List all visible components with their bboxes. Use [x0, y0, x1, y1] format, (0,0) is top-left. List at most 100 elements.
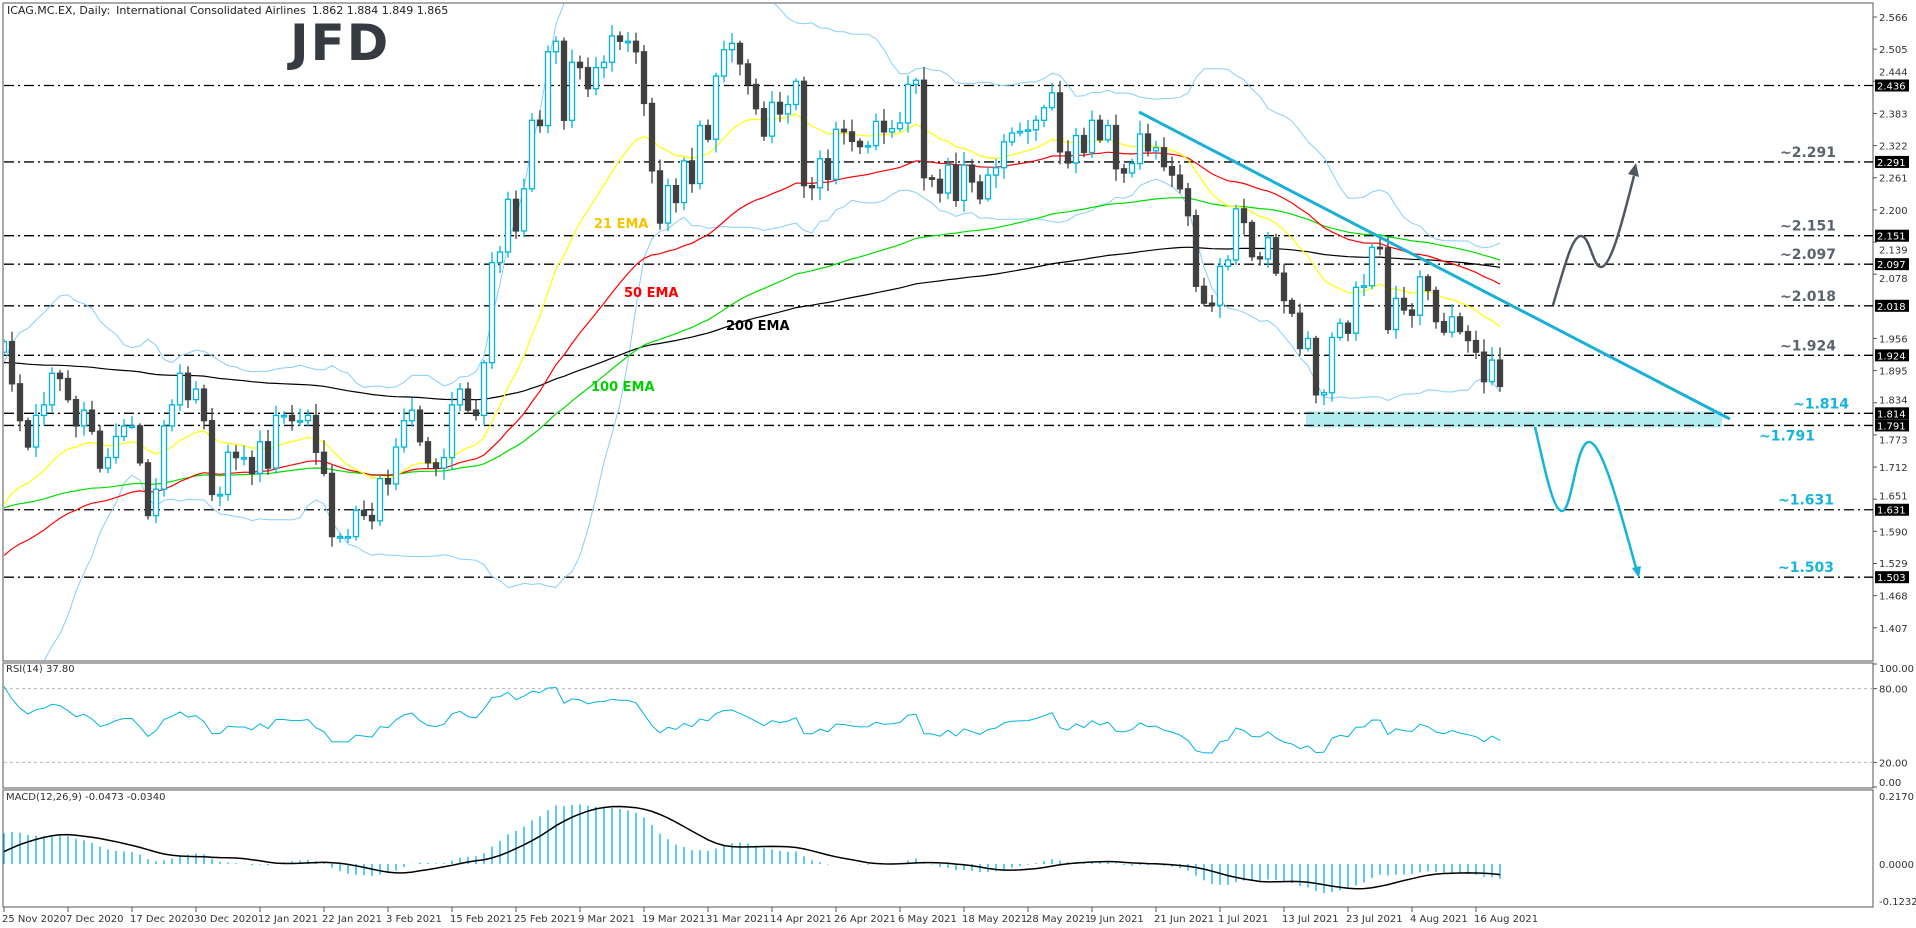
candle-body-bull	[1304, 337, 1312, 350]
candle-body-bear	[824, 158, 832, 180]
price-level-box-label: 2.291	[1877, 158, 1906, 169]
candle	[288, 405, 296, 431]
candle	[560, 37, 568, 130]
date-tick-label: 25 Nov 2020	[2, 914, 66, 925]
date-tick-label: 6 May 2021	[898, 914, 957, 925]
candle	[608, 25, 616, 72]
candle	[320, 440, 328, 477]
candle-body-bull	[768, 101, 776, 137]
price-tick-label: 2.322	[1879, 142, 1908, 153]
level-annotation: ~1.791	[1759, 428, 1815, 444]
candle	[248, 450, 256, 486]
candle	[176, 364, 184, 412]
candle	[144, 459, 152, 520]
candle	[1120, 163, 1128, 183]
ema100-label: 100 EMA	[591, 380, 655, 395]
candle	[1064, 140, 1072, 169]
price-level-box-label: 2.018	[1877, 302, 1906, 313]
bearish-scenario-arrow	[1533, 426, 1638, 569]
candle	[464, 382, 472, 414]
rsi-tick-label: 100.00	[1879, 664, 1914, 675]
price-tick-label: 2.261	[1879, 174, 1908, 185]
candle	[384, 469, 392, 496]
ohlc-values: 1.862 1.884 1.849 1.865	[311, 4, 449, 17]
candle-body-bull	[1040, 106, 1048, 121]
candle	[808, 177, 816, 201]
candle-body-bear	[760, 108, 768, 137]
candle	[1136, 120, 1144, 170]
candle-body-bull	[1392, 297, 1400, 331]
rsi-tick-label: 0.00	[1879, 778, 1901, 789]
candle	[160, 419, 168, 497]
candle	[216, 486, 224, 507]
price-level-box	[1875, 503, 1909, 516]
candle-body-bull	[864, 144, 872, 148]
candle-body-bear	[776, 101, 784, 115]
candle-body-bull	[480, 362, 488, 417]
candle-body-bear	[736, 42, 744, 65]
price-tick-label: 1.590	[1879, 527, 1908, 538]
candle-body-bull	[1008, 132, 1016, 143]
candle	[240, 445, 248, 466]
candle-body-bear	[200, 388, 208, 422]
candle-body-bull	[1320, 392, 1328, 396]
candle-body-bull	[272, 414, 280, 469]
macd-tick-label: 0.0000	[1879, 860, 1914, 871]
candle	[264, 429, 272, 475]
candle-body-bull	[792, 80, 800, 106]
candle	[1000, 134, 1008, 179]
candle-body-bull	[168, 404, 176, 427]
price-level-box-label: 1.631	[1877, 506, 1906, 517]
support-zone	[1306, 411, 1722, 428]
candle-body-bear	[1408, 309, 1416, 316]
candle	[296, 408, 304, 426]
candle	[496, 246, 504, 274]
candle	[720, 40, 728, 83]
price-tick-label: 1.651	[1879, 492, 1908, 503]
candle	[1328, 332, 1336, 402]
candle-body-bear	[8, 340, 16, 385]
candle-body-bear	[1496, 359, 1504, 388]
candle	[56, 369, 64, 391]
candle	[456, 383, 464, 412]
candle-body-bear	[232, 451, 240, 459]
candle-body-bull	[1224, 259, 1232, 267]
candle	[72, 395, 80, 438]
candle-body-bull	[1024, 129, 1032, 133]
candle	[1344, 320, 1352, 342]
candle-body-bear	[1480, 351, 1488, 383]
candle-body-bull	[832, 128, 840, 180]
candle	[304, 409, 312, 427]
candle-body-bull	[224, 451, 232, 496]
candle-body-bear	[1296, 312, 1304, 350]
candle-body-bear	[136, 425, 144, 464]
candle-body-bull	[496, 251, 504, 264]
candle	[1112, 114, 1120, 181]
candle-body-bull	[504, 198, 512, 253]
candle	[864, 141, 872, 154]
candle-body-bear	[144, 462, 152, 517]
candle	[1008, 127, 1016, 146]
date-tick-label: 16 Aug 2021	[1474, 914, 1538, 925]
candle-body-bull	[1368, 246, 1376, 287]
candle	[1184, 182, 1192, 227]
candle	[1224, 255, 1232, 271]
candle-body-bear	[1424, 276, 1432, 292]
candle	[536, 110, 544, 133]
candle	[512, 190, 520, 239]
level-annotation: ~1.924	[1780, 338, 1836, 354]
price-level-box-label: 2.151	[1877, 232, 1906, 243]
candle	[712, 72, 720, 153]
bullish-scenario-arrow	[1551, 175, 1636, 306]
candle	[688, 147, 696, 193]
instrument-name: International Consolidated Airlines	[116, 4, 306, 17]
candle-body-bear	[1080, 134, 1088, 154]
candle-body-bull	[216, 493, 224, 497]
candle-body-bull	[720, 49, 728, 77]
candle	[784, 95, 792, 124]
candle-body-bull	[912, 79, 920, 86]
macd-tick-label: -0.1232	[1879, 897, 1916, 908]
candle	[1208, 294, 1216, 312]
candle-body-bear	[1400, 297, 1408, 311]
candle-body-bear	[1384, 247, 1392, 331]
